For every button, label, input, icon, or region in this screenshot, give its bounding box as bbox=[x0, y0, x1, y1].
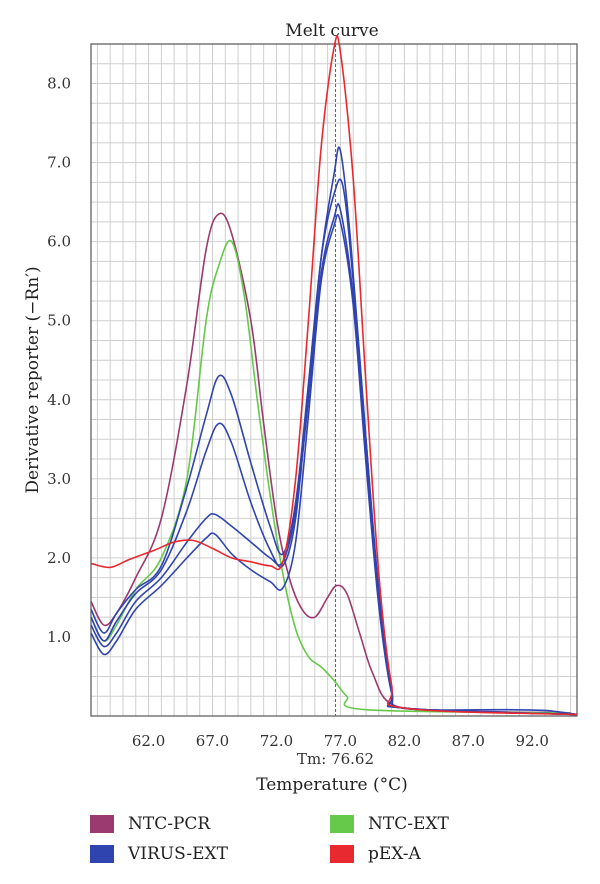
legend-item-pex-a: pEX-A bbox=[330, 844, 421, 864]
series-line-virus-ext bbox=[90, 213, 578, 716]
series-line-ntc-pcr bbox=[90, 212, 571, 714]
series-lines bbox=[90, 35, 578, 716]
x-tick-label: 62.0 bbox=[132, 732, 165, 750]
legend-label: pEX-A bbox=[368, 844, 421, 864]
series-line-pex-a bbox=[90, 35, 578, 716]
legend-swatch bbox=[90, 815, 114, 833]
chart-title: Melt curve bbox=[285, 21, 378, 41]
legend-swatch bbox=[330, 845, 354, 863]
y-tick-label: 2.0 bbox=[47, 549, 71, 567]
legend-label: NTC-PCR bbox=[128, 814, 211, 834]
x-tick-label: 77.0 bbox=[324, 732, 357, 750]
y-tick-label: 5.0 bbox=[47, 312, 71, 330]
y-tick-label: 1.0 bbox=[47, 628, 71, 646]
y-axis-label: Derivative reporter (−Rn′) bbox=[23, 266, 43, 493]
y-tick-label: 4.0 bbox=[47, 391, 71, 409]
y-tick-label: 6.0 bbox=[47, 233, 71, 251]
x-axis-ticks: 62.0 67.0 72.0 77.0 82.0 87.0 92.0 bbox=[132, 732, 549, 750]
x-tick-label: 72.0 bbox=[260, 732, 293, 750]
x-axis-label: Temperature (°C) bbox=[256, 775, 408, 795]
series-line-virus-ext bbox=[90, 178, 578, 716]
y-tick-label: 8.0 bbox=[47, 75, 71, 93]
legend-item-ntc-ext: NTC-EXT bbox=[330, 814, 449, 834]
x-tick-label: 67.0 bbox=[196, 732, 229, 750]
x-tick-label: 87.0 bbox=[452, 732, 485, 750]
tm-label: Tm: 76.62 bbox=[297, 750, 374, 768]
y-tick-label: 7.0 bbox=[47, 154, 71, 172]
legend-swatch bbox=[330, 815, 354, 833]
melt-curve-chart: Melt curve 62.0 67.0 72.0 77.0 82.0 87.0 92.0 … bbox=[23, 21, 578, 795]
y-tick-label: 3.0 bbox=[47, 470, 71, 488]
chart-grid bbox=[91, 43, 577, 717]
legend-swatch bbox=[90, 845, 114, 863]
legend-item-virus-ext: VIRUS-EXT bbox=[90, 844, 228, 864]
legend-item-ntc-pcr: NTC-PCR bbox=[90, 814, 210, 834]
legend-label: VIRUS-EXT bbox=[128, 844, 228, 864]
series-line-ntc-ext bbox=[90, 239, 571, 714]
series-line-virus-ext bbox=[90, 146, 578, 716]
legend-label: NTC-EXT bbox=[368, 814, 449, 834]
series-line-virus-ext bbox=[90, 203, 578, 716]
y-axis-ticks: 1.0 2.0 3.0 4.0 5.0 6.0 7.0 8.0 bbox=[47, 75, 71, 646]
x-tick-label: 82.0 bbox=[388, 732, 421, 750]
x-tick-label: 92.0 bbox=[516, 732, 549, 750]
chart-legend: NTC-PCR NTC-EXT VIRUS-EXT pEX-A bbox=[0, 806, 600, 876]
